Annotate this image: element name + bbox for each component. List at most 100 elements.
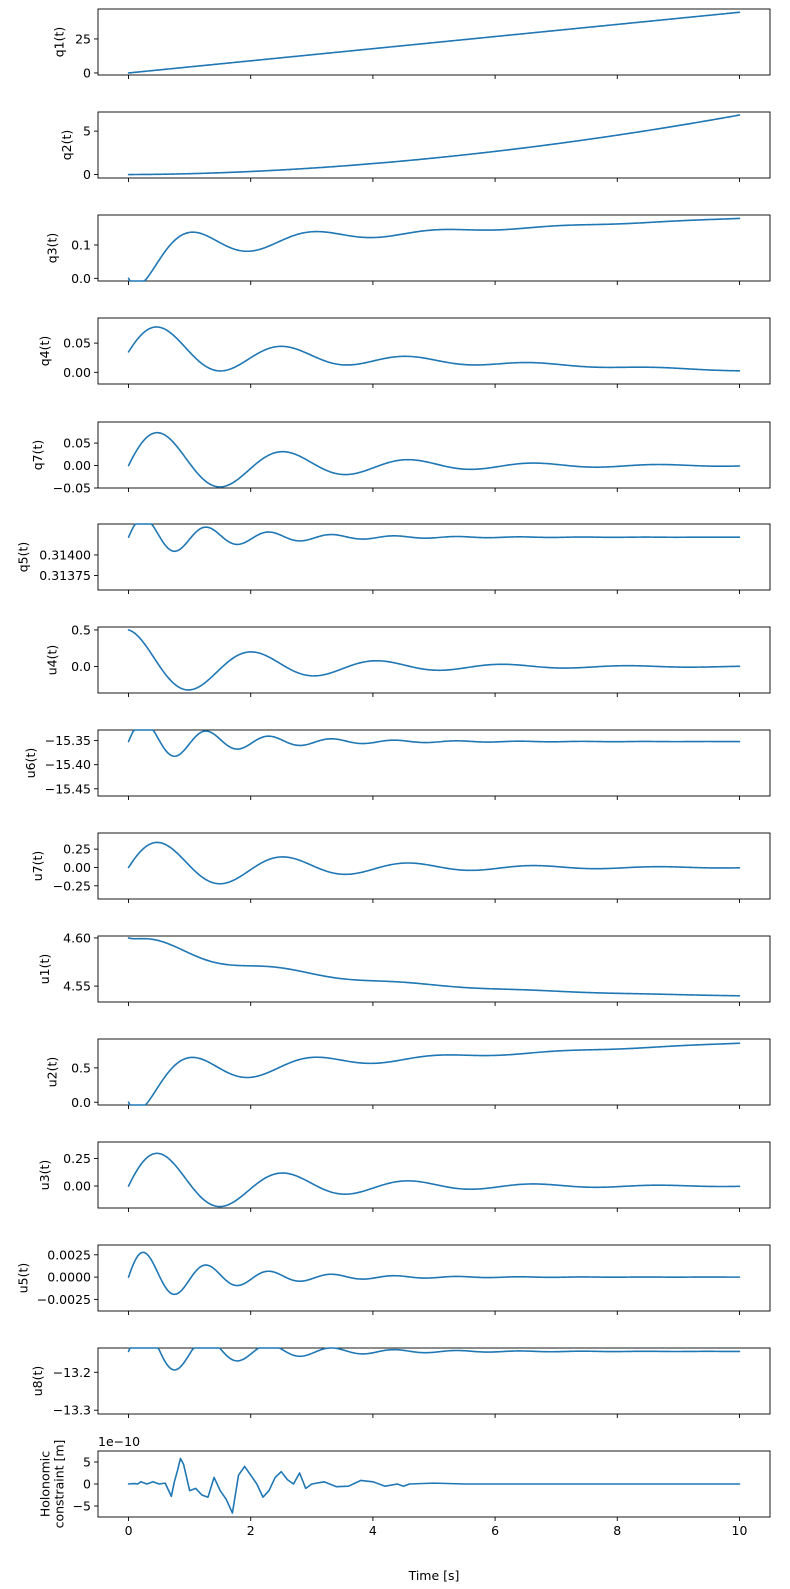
y-tick-label: 0.5 (71, 1060, 91, 1075)
y-tick-label: −15.40 (45, 757, 91, 772)
series-line (127, 1042, 741, 1106)
plot-frame (97, 523, 771, 591)
x-tick-label: 4 (369, 1523, 377, 1538)
y-axis-label: q2(t) (59, 130, 74, 161)
series-line (127, 1347, 741, 1371)
y-tick-label: 0.0 (71, 271, 91, 286)
series-line (127, 11, 741, 74)
series-line (127, 841, 741, 885)
y-tick-label: 0.25 (63, 842, 91, 857)
y-axis-label: u8(t) (30, 1366, 45, 1397)
y-tick-label: 0.31375 (39, 568, 91, 583)
y-tick-label: 0 (83, 1477, 91, 1492)
series-line (127, 114, 741, 176)
plot-frame (97, 1141, 771, 1209)
subplot-1: 0 25 q1(t) (52, 8, 771, 80)
subplot-5: −0.05 0.00 0.05 q7(t) (30, 421, 771, 496)
subplot-10: 4.55 4.60 u1(t) (37, 930, 771, 1006)
y-axis-label: q7(t) (30, 440, 45, 471)
series-line (127, 1152, 741, 1208)
y-tick-label: −13.2 (53, 1365, 91, 1380)
x-tick-label: 2 (247, 1523, 255, 1538)
x-tick-label: 6 (491, 1523, 499, 1538)
y-tick-label: 5 (83, 124, 91, 139)
subplot-14: −13.3 −13.2 u8(t) (30, 1347, 771, 1418)
plot-frame (97, 8, 771, 76)
subplot-2: 0 5 q2(t) (59, 111, 771, 182)
plot-frame (97, 729, 771, 797)
plot-frame (97, 626, 771, 694)
y-tick-label: −13.3 (53, 1403, 91, 1418)
subplot-15: 0 2 4 6 8 10 −5 0 5 1e−10 Holonomicconstraint [m] (38, 1434, 771, 1538)
plot-frame (97, 832, 771, 900)
subplot-3: 0.0 0.1 q3(t) (44, 214, 771, 286)
y-offset-text: 1e−10 (98, 1434, 140, 1449)
x-tick-label: 10 (732, 1523, 748, 1538)
series-line (127, 937, 741, 997)
x-tick-label: 8 (613, 1523, 621, 1538)
plot-frame (97, 214, 771, 282)
y-tick-label: 0.00 (63, 458, 91, 473)
y-axis-label: u7(t) (30, 851, 45, 882)
plot-frame (97, 317, 771, 385)
y-axis-label: q4(t) (37, 336, 52, 367)
y-axis-label: u3(t) (37, 1160, 52, 1191)
y-tick-label: 0 (83, 65, 91, 80)
series-line (127, 326, 741, 372)
y-tick-label: 5 (83, 1455, 91, 1470)
series-line (127, 1457, 741, 1514)
y-axis-label: Holonomicconstraint [m] (38, 1440, 67, 1529)
subplot-4: 0.00 0.05 q4(t) (37, 317, 771, 388)
y-tick-label: −0.25 (53, 878, 91, 893)
y-tick-label: 0.05 (63, 436, 91, 451)
y-tick-label: 0.00 (63, 365, 91, 380)
subplot-9: −0.25 0.00 0.25 u7(t) (30, 832, 771, 903)
y-axis-label: q1(t) (52, 27, 67, 58)
y-tick-label: 25 (75, 31, 91, 46)
subplot-8: −15.45 −15.40 −15.35 u6(t) (23, 729, 771, 800)
series-line (127, 1251, 741, 1296)
y-tick-label: 4.55 (63, 979, 91, 994)
y-tick-label: 0.1 (71, 238, 91, 253)
y-tick-label: 0.00 (63, 860, 91, 875)
y-tick-label: 0.25 (63, 1151, 91, 1166)
y-tick-label: −15.35 (45, 733, 91, 748)
subplot-13: −0.0025 0.0000 0.0025 u5(t) (16, 1244, 771, 1315)
y-tick-label: 0.31400 (39, 547, 91, 562)
x-tick-label: 0 (125, 1523, 133, 1538)
y-tick-label: −0.05 (53, 481, 91, 496)
y-tick-label: 0.00 (63, 1179, 91, 1194)
y-axis-label: q5(t) (16, 542, 31, 573)
subplot-6: 0.31375 0.31400 q5(t) (16, 523, 771, 594)
y-axis-label: u4(t) (44, 645, 59, 676)
y-tick-label: 0.0025 (47, 1247, 91, 1262)
series-line (127, 431, 741, 488)
subplot-12: 0.00 0.25 u3(t) (37, 1141, 771, 1212)
y-tick-label: 0.0 (71, 1095, 91, 1110)
plot-frame (97, 111, 771, 179)
y-axis-label: u6(t) (23, 748, 38, 779)
subplot-stack: 025q1(t)05q2(t)0.00.1q3(t)0.000.05q4(t)−… (16, 8, 771, 1538)
plot-frame (97, 1244, 771, 1312)
subplot-11: 0.0 0.5 u2(t) (44, 1038, 771, 1110)
y-tick-label: −5 (73, 1499, 91, 1514)
plot-frame (97, 935, 771, 1003)
x-axis-label: Time [s] (408, 1568, 460, 1583)
y-tick-label: 0.5 (71, 622, 91, 637)
plot-frame (97, 1038, 771, 1106)
y-axis-label: u2(t) (44, 1057, 59, 1088)
series-line (127, 729, 741, 758)
series-line (127, 629, 741, 691)
series-line (127, 217, 741, 282)
subplot-7: 0.0 0.5 u4(t) (44, 622, 771, 697)
plot-frame (97, 1347, 771, 1415)
y-tick-label: 0.05 (63, 336, 91, 351)
series-line (127, 523, 741, 553)
y-tick-label: −0.0025 (37, 1292, 91, 1307)
y-tick-label: 0 (83, 167, 91, 182)
y-tick-label: −15.45 (45, 781, 91, 796)
y-tick-label: 0.0000 (47, 1270, 91, 1285)
y-axis-label: u5(t) (16, 1263, 31, 1294)
y-tick-label: 0.0 (71, 659, 91, 674)
